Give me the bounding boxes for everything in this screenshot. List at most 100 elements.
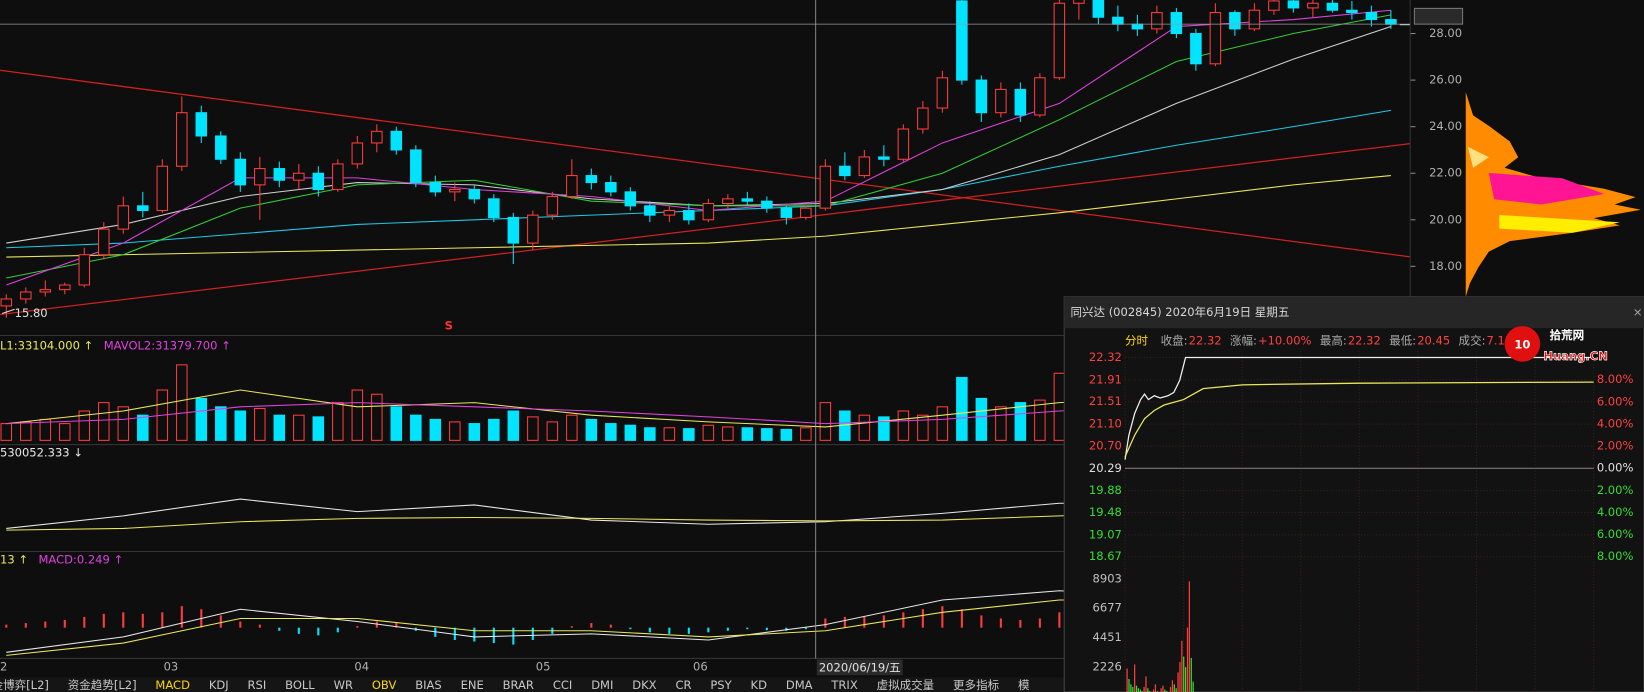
candle-body	[1346, 9, 1358, 14]
volume-bar	[137, 414, 149, 441]
signal-marker: S	[445, 319, 453, 333]
candle-body	[351, 142, 364, 165]
volume-bar	[858, 414, 871, 441]
month-label: 06	[693, 659, 708, 673]
candle-body	[117, 205, 130, 230]
volume-bar	[917, 414, 929, 441]
y-tick-label: 20.29	[1089, 461, 1122, 475]
indicator-tab[interactable]: MACD	[155, 678, 190, 692]
indicator-tab[interactable]: DKX	[632, 678, 656, 692]
candle-body	[273, 168, 286, 181]
y-tick-label: 19.48	[1089, 505, 1122, 519]
indicator-tab[interactable]: KDJ	[209, 678, 229, 692]
y2-tick-label: 6.00%	[1597, 394, 1634, 408]
candle-body	[780, 207, 793, 218]
candle-body	[800, 207, 812, 218]
indicator-label: 13 ↑	[0, 552, 28, 566]
volume-bar	[78, 410, 91, 441]
candle-body	[1365, 12, 1378, 21]
candle-body	[390, 130, 403, 151]
stat-value: 22.32	[1189, 333, 1222, 347]
volume-tick-label: 6677	[1093, 601, 1122, 615]
candle-body	[663, 209, 676, 216]
candle-body	[1053, 2, 1066, 79]
indicator-tab[interactable]: CR	[675, 678, 691, 692]
volume-bar	[293, 414, 305, 441]
candle-body	[98, 228, 110, 256]
trend-line	[0, 143, 1411, 316]
candle-body	[1229, 12, 1241, 30]
volume-bar	[624, 424, 637, 441]
indicator-tab[interactable]: OBV	[372, 678, 397, 692]
indicator-tab[interactable]: PSY	[710, 678, 732, 692]
month-label: 03	[164, 659, 179, 673]
volume-bar	[585, 418, 598, 441]
candle-body	[1307, 2, 1319, 9]
trend-line	[0, 69, 1411, 258]
indicator-label: MAVOL2:31379.700 ↑	[104, 339, 231, 353]
indicator-tab[interactable]: TRIX	[830, 678, 857, 692]
candle-body	[644, 205, 656, 216]
indicator-tab[interactable]: DMI	[591, 678, 613, 692]
indicator-tab[interactable]: KD	[751, 678, 768, 692]
volume-bar	[683, 428, 695, 441]
chip-distribution	[1488, 173, 1605, 205]
indicator-tab[interactable]: BRAR	[503, 678, 534, 692]
indicator-tab[interactable]: 更多指标	[953, 678, 1000, 692]
candle-body	[312, 172, 325, 191]
avg-line	[1124, 381, 1594, 458]
y2-tick-label: 8.00%	[1597, 372, 1634, 386]
volume-bar	[98, 402, 110, 441]
candle-body	[1248, 9, 1261, 30]
candle-body	[0, 298, 13, 307]
y-tick-label: 21.51	[1089, 394, 1122, 408]
y-tick-label: 18.00	[1429, 259, 1462, 273]
y-tick-label: 21.91	[1089, 372, 1122, 386]
indicator-tab[interactable]: 虚拟成交量	[877, 678, 935, 692]
month-label: 05	[536, 659, 551, 673]
candle-body	[995, 88, 1007, 114]
indicator-tab[interactable]: 模	[1018, 678, 1030, 692]
indicator-tab[interactable]: ENE	[461, 678, 484, 692]
indicator-tab[interactable]: BOLL	[285, 678, 315, 692]
indicator-tab[interactable]: RSI	[248, 678, 267, 692]
candle-body	[1112, 16, 1124, 25]
indicator-tab[interactable]: 金博弈[L2]	[0, 678, 49, 692]
volume-bar	[371, 393, 383, 441]
chip-distribution	[1467, 146, 1489, 168]
logo: 10 拾荒网 Huang.CN	[1504, 326, 1608, 363]
volume-bar	[546, 421, 559, 441]
stat-label: 涨幅:	[1230, 333, 1257, 347]
candle-body	[59, 284, 71, 291]
candle-body	[429, 182, 442, 193]
candle-body	[293, 172, 305, 181]
y2-tick-label: 0.00%	[1597, 461, 1634, 475]
candle-body	[605, 182, 617, 193]
indicator-label: 530052.333 ↓	[0, 445, 83, 459]
volume-bar	[722, 426, 734, 441]
indicator-tab[interactable]: CCI	[553, 678, 572, 692]
volume-bar	[234, 410, 247, 441]
stats-row: 收盘: 22.32 涨幅: +10.00% 最高: 22.32 最低: 20.45 成交: 7.1…	[1161, 333, 1513, 347]
volume-bar	[605, 423, 617, 441]
mode-tab[interactable]: 分时	[1125, 333, 1149, 347]
close-button[interactable]: ×	[1633, 305, 1643, 319]
y-tick-label: 26.00	[1429, 73, 1462, 87]
volume-bar	[800, 427, 812, 441]
indicator-tab[interactable]: DMA	[786, 678, 813, 692]
indicator-tab[interactable]: WR	[334, 678, 353, 692]
volume-bar	[1053, 372, 1066, 441]
candle-body	[1151, 12, 1163, 30]
indicator-tab[interactable]: BIAS	[415, 678, 441, 692]
y2-tick-label: 4.00%	[1597, 416, 1634, 430]
volume-bar	[429, 418, 442, 441]
volume-bar	[527, 416, 539, 441]
ma-line	[6, 175, 1391, 258]
volume-bar	[59, 423, 71, 441]
candle-body	[702, 202, 715, 221]
y-tick-label: 20.70	[1089, 438, 1122, 452]
indicator-tab[interactable]: 资金趋势[L2]	[68, 678, 137, 692]
volume-bar	[780, 428, 793, 441]
candle-body	[468, 189, 481, 200]
volume-bar	[644, 427, 656, 441]
